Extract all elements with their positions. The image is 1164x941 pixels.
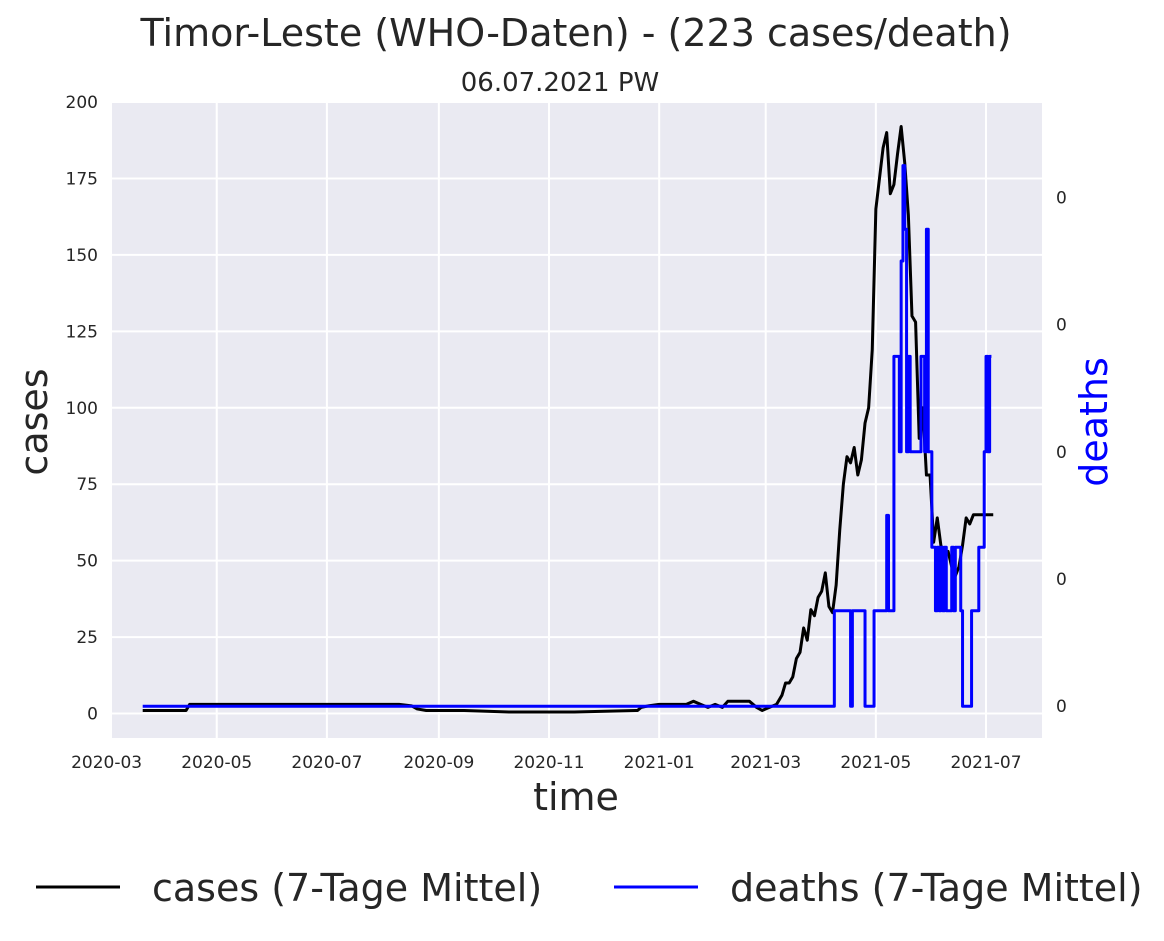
plot-area xyxy=(112,102,1042,738)
y-tick-label: 100 xyxy=(66,399,98,419)
y-tick-labels: 0 25 50 75 100 125 150 175 200 xyxy=(66,93,98,725)
y-tick-label: 200 xyxy=(66,93,98,113)
legend-label-deaths: deaths (7-Tage Mittel) xyxy=(730,866,1143,910)
y-axis-label: cases xyxy=(12,368,56,475)
y2-tick-label: 0 xyxy=(1056,570,1067,590)
series-lines xyxy=(142,124,994,714)
y2-tick-labels: 0 0 0 0 0 xyxy=(1056,188,1067,717)
x-tick-labels: 2020-03 2020-05 2020-07 2020-09 2020-11 2021-… xyxy=(71,753,1021,773)
x-tick-label: 2021-07 xyxy=(951,753,1022,773)
y-tick-label: 0 xyxy=(87,705,98,725)
y2-axis-label: deaths xyxy=(1072,357,1116,487)
x-tick-label: 2021-05 xyxy=(840,753,911,773)
y-tick-label: 175 xyxy=(66,169,98,189)
deaths-series-line xyxy=(142,164,992,708)
y-tick-label: 50 xyxy=(76,552,98,572)
y2-tick-label: 0 xyxy=(1056,443,1067,463)
x-tick-label: 2021-01 xyxy=(624,753,695,773)
x-tick-label: 2020-09 xyxy=(403,753,474,773)
x-tick-label: 2020-07 xyxy=(291,753,362,773)
legend-label-cases: cases (7-Tage Mittel) xyxy=(152,866,542,910)
x-tick-label: 2020-05 xyxy=(181,753,252,773)
chart-subtitle: 06.07.2021 PW xyxy=(461,68,660,98)
x-axis-label: time xyxy=(533,775,619,819)
x-tick-label: 2020-03 xyxy=(71,753,142,773)
y-tick-label: 75 xyxy=(76,475,98,495)
legend: cases (7-Tage Mittel) deaths (7-Tage Mit… xyxy=(36,866,1143,910)
cases-series-line xyxy=(142,124,994,714)
x-tick-label: 2020-11 xyxy=(513,753,584,773)
y-tick-label: 25 xyxy=(76,628,98,648)
x-tick-label: 2021-03 xyxy=(730,753,801,773)
y2-tick-label: 0 xyxy=(1056,188,1067,208)
y-tick-label: 150 xyxy=(66,246,98,266)
chart-title: Timor-Leste (WHO-Daten) - (223 cases/dea… xyxy=(139,11,1011,55)
y2-tick-label: 0 xyxy=(1056,316,1067,336)
y2-tick-label: 0 xyxy=(1056,697,1067,717)
y-tick-label: 125 xyxy=(66,322,98,342)
